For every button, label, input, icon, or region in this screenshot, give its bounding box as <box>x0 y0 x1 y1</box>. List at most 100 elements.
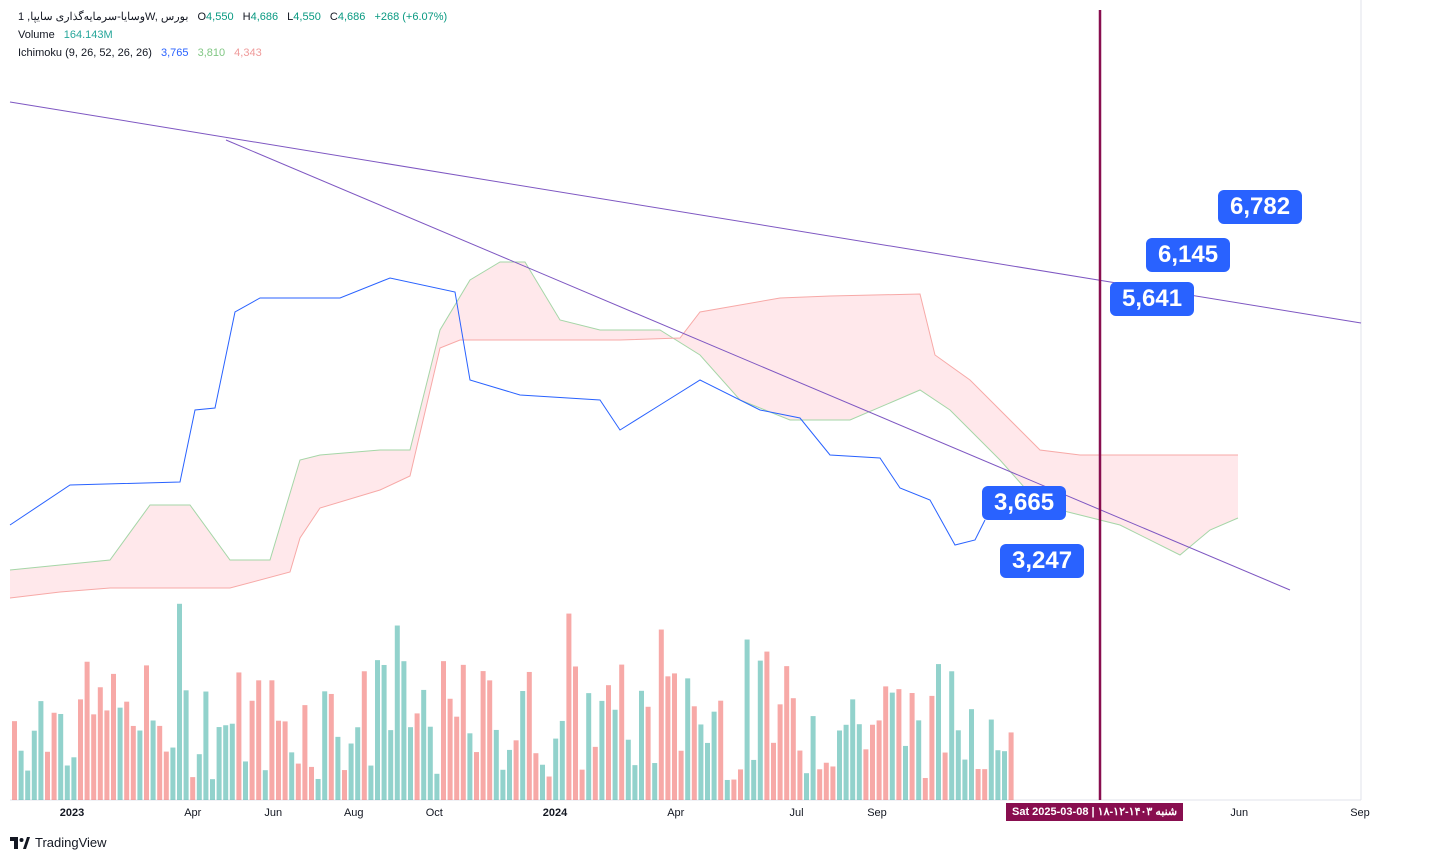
volume-bar <box>348 743 354 800</box>
volume-bar <box>784 666 790 800</box>
volume-bar <box>771 742 776 800</box>
volume-bar <box>916 720 922 800</box>
volume-bar <box>84 661 90 800</box>
volume-bar <box>929 695 935 800</box>
volume-bar <box>883 686 889 800</box>
volume-bar <box>903 745 908 800</box>
volume-bar <box>507 749 512 800</box>
ichimoku-cloud <box>9 261 1239 599</box>
volume-bar <box>632 765 638 800</box>
chart-legend: وسایا-سرمایه‌گذاری سایپا, 1W, بورس O4,55… <box>18 8 447 62</box>
volume-bar <box>586 693 592 800</box>
time-axis-label: Jul <box>789 807 803 819</box>
volume-bar <box>936 664 941 800</box>
volume-bar <box>447 698 453 800</box>
time-axis-label: 2023 <box>60 807 84 819</box>
volume-bar <box>493 729 499 800</box>
volume-bar <box>196 754 202 800</box>
volume-bar <box>744 639 750 800</box>
volume-bar <box>751 759 757 800</box>
volume-bar <box>711 711 717 800</box>
tradingview-logo[interactable]: TradingView <box>10 835 107 850</box>
volume-bar <box>718 700 724 800</box>
volume-bar <box>256 680 262 800</box>
target-callout[interactable]: 3,665 <box>982 486 1067 520</box>
volume-bar <box>322 691 328 800</box>
ichimoku-row: Ichimoku (9, 26, 52, 26, 26) 3,765 3,810… <box>18 44 447 62</box>
volume-bar <box>1002 751 1007 800</box>
volume-bar <box>975 769 981 800</box>
date-tag-gregorian: Sat 2025-03-08 <box>1012 806 1089 818</box>
vertical-line-date-tag: Sat 2025-03-08 | شنبه ۱۴۰۳-۱۲-۱۸ <box>1006 803 1184 821</box>
target-callout[interactable]: 6,145 <box>1146 238 1231 272</box>
volume-bar <box>269 680 275 800</box>
volume-bar <box>408 727 413 800</box>
volume-bar <box>863 749 869 800</box>
volume-bar <box>243 761 248 800</box>
volume-bar <box>757 660 763 800</box>
volume-bar <box>427 726 433 800</box>
volume-bar <box>183 690 189 800</box>
volume-bar <box>51 712 57 800</box>
volume-bar <box>137 730 143 800</box>
volume-bar <box>78 699 83 800</box>
volume-bar <box>335 736 341 800</box>
time-axis-label: 2024 <box>543 807 568 819</box>
volume-bar <box>691 706 697 800</box>
volume-bar <box>58 713 64 800</box>
volume-bar <box>909 693 915 800</box>
volume-bar <box>454 716 460 800</box>
low-label: L <box>287 11 294 23</box>
volume-bar <box>38 701 44 800</box>
volume-bar <box>942 752 948 800</box>
date-tag-persian: شنبه ۱۴۰۳-۱۲-۱۸ <box>1097 806 1178 818</box>
brand-name: TradingView <box>35 835 107 850</box>
volume-bar <box>216 727 222 800</box>
time-axis-label: Apr <box>667 807 684 819</box>
volume-bar <box>804 773 809 800</box>
volume-bar <box>375 660 380 800</box>
volume-row: Volume 164.143M <box>18 26 447 44</box>
target-callout[interactable]: 5,641 <box>1110 282 1195 316</box>
volume-bar <box>817 769 823 800</box>
volume-bar <box>170 747 176 800</box>
volume-bar <box>546 776 552 800</box>
volume-bar <box>150 720 156 800</box>
volume-bar <box>31 730 37 800</box>
volume-bar <box>850 699 856 800</box>
volume-bar <box>441 661 446 800</box>
volume-bar <box>592 746 598 800</box>
volume-bar <box>157 725 163 800</box>
volume-bar <box>421 689 427 800</box>
volume-bar <box>731 779 737 800</box>
volume-bar <box>672 673 677 800</box>
volume-bar <box>236 672 242 800</box>
volume-bar <box>117 707 123 800</box>
close-value: 4,686 <box>337 11 366 23</box>
volume-bar <box>295 763 301 800</box>
volume-bar <box>599 700 605 800</box>
low-value: 4,550 <box>293 11 321 23</box>
volume-bar <box>566 613 572 800</box>
volume-bar <box>381 664 387 800</box>
volume-bar <box>658 629 664 800</box>
volume-bar <box>738 769 743 800</box>
target-callout[interactable]: 3,247 <box>1000 544 1085 578</box>
time-axis-label: Sep <box>1350 807 1370 819</box>
target-callout[interactable]: 6,782 <box>1218 190 1303 224</box>
volume-bar <box>500 769 506 800</box>
volume-bar <box>988 719 994 800</box>
volume-bar <box>995 750 1001 800</box>
volume-bar <box>777 704 783 800</box>
volume-bar <box>262 770 268 800</box>
volume-bar <box>969 709 974 800</box>
volume-bar <box>328 693 334 800</box>
volume-bar <box>249 700 255 800</box>
time-axis-label: Jun <box>264 807 282 819</box>
volume-bar <box>553 738 559 800</box>
volume-bar <box>111 673 116 800</box>
volume-label: Volume <box>18 29 55 41</box>
volume-bar <box>97 687 103 800</box>
volume-bar <box>843 724 849 800</box>
